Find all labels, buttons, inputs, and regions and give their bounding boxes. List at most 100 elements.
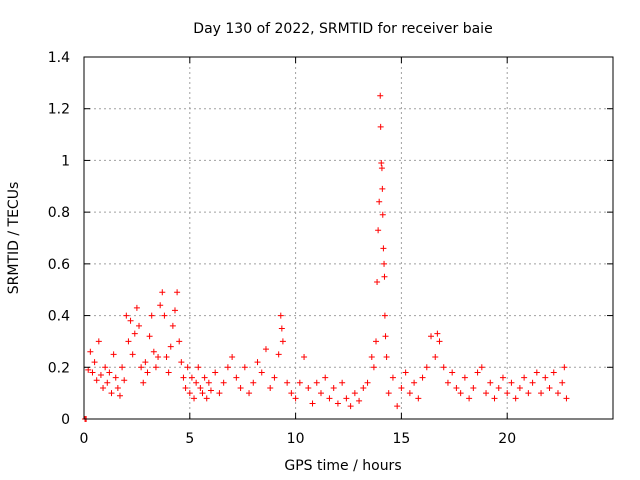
data-point <box>375 227 382 234</box>
data-point <box>385 390 392 397</box>
data-point <box>144 369 151 376</box>
data-point <box>301 353 308 360</box>
data-point <box>504 390 511 397</box>
data-point <box>201 374 208 381</box>
data-point <box>91 359 98 366</box>
data-point <box>411 379 418 386</box>
data-point <box>377 123 384 130</box>
data-point <box>322 374 329 381</box>
data-point <box>167 343 174 350</box>
data-point <box>195 364 202 371</box>
data-point <box>330 384 337 391</box>
data-point <box>152 364 159 371</box>
data-point <box>110 351 117 358</box>
data-point <box>150 348 157 355</box>
data-point <box>188 374 195 381</box>
data-point <box>444 379 451 386</box>
data-point <box>406 390 413 397</box>
data-point <box>423 364 430 371</box>
data-point <box>205 379 212 386</box>
data-point <box>402 369 409 376</box>
data-point <box>436 338 443 345</box>
data-point <box>182 384 189 391</box>
x-tick-label: 5 <box>185 431 194 447</box>
data-point <box>478 364 485 371</box>
data-point <box>326 395 333 402</box>
data-point <box>373 338 380 345</box>
y-axis: 0 0.2 0.4 0.6 0.8 1 1.2 1.4 <box>48 50 613 428</box>
data-point <box>203 395 210 402</box>
x-tick-label: 15 <box>392 431 410 447</box>
data-point <box>161 312 168 319</box>
data-point <box>550 369 557 376</box>
data-point <box>546 384 553 391</box>
data-point <box>184 364 191 371</box>
data-point <box>449 369 456 376</box>
data-point <box>525 390 532 397</box>
data-point <box>317 390 324 397</box>
data-point <box>191 395 198 402</box>
data-point <box>292 395 299 402</box>
data-point <box>278 325 285 332</box>
data-point <box>508 379 515 386</box>
data-point <box>542 374 549 381</box>
data-point <box>102 364 109 371</box>
data-point <box>131 330 138 337</box>
data-point <box>159 289 166 296</box>
data-point <box>241 364 248 371</box>
data-point <box>381 260 388 267</box>
data-point <box>376 198 383 205</box>
data-point <box>288 390 295 397</box>
data-point <box>174 289 181 296</box>
data-point <box>254 359 261 366</box>
data-point <box>165 369 172 376</box>
data-point <box>343 395 350 402</box>
data-point <box>146 333 153 340</box>
data-point <box>258 369 265 376</box>
data-point <box>114 384 121 391</box>
data-point <box>176 338 183 345</box>
data-point <box>440 364 447 371</box>
data-point <box>121 377 128 384</box>
data-point <box>339 379 346 386</box>
data-point <box>155 353 162 360</box>
data-point <box>491 395 498 402</box>
data-point <box>389 374 396 381</box>
data-point <box>432 353 439 360</box>
y-tick-label: 0 <box>61 412 70 428</box>
y-tick-label: 1.4 <box>48 50 70 66</box>
data-point <box>220 379 227 386</box>
x-tick-label: 10 <box>287 431 305 447</box>
data-point <box>97 372 104 379</box>
x-tick-label: 20 <box>498 431 516 447</box>
data-point <box>529 379 536 386</box>
data-point <box>178 359 185 366</box>
data-point <box>136 322 143 329</box>
data-point <box>309 400 316 407</box>
data-point <box>284 379 291 386</box>
data-point <box>212 369 219 376</box>
data-point <box>148 312 155 319</box>
data-point <box>533 369 540 376</box>
data-point <box>364 379 371 386</box>
data-point <box>246 390 253 397</box>
data-point <box>559 379 566 386</box>
x-axis-label: GPS time / hours <box>284 458 401 474</box>
data-point <box>229 353 236 360</box>
data-point <box>368 353 375 360</box>
data-point <box>370 364 377 371</box>
data-point <box>224 364 231 371</box>
data-point <box>112 374 119 381</box>
y-tick-label: 0.6 <box>48 257 70 273</box>
data-point <box>106 369 113 376</box>
y-axis-label: SRMTID / TECUs <box>6 182 22 295</box>
data-point <box>381 312 388 319</box>
data-point <box>512 395 519 402</box>
data-point <box>487 379 494 386</box>
data-point <box>100 384 107 391</box>
data-point <box>381 273 388 280</box>
data-point <box>379 211 386 218</box>
data-point <box>142 359 149 366</box>
data-point <box>199 390 206 397</box>
